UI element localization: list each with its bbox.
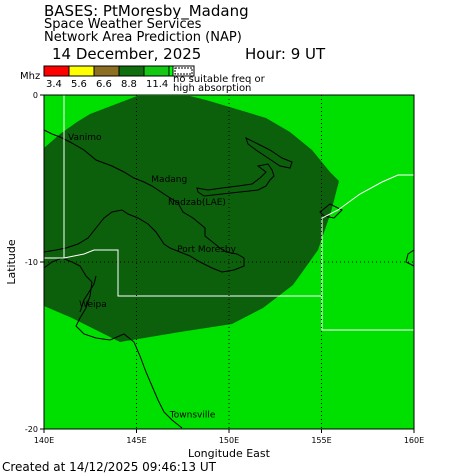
legend-swatch-2 <box>93 65 120 77</box>
lat-lon-grid <box>44 95 414 429</box>
place-label-nadzab-lae-: Nadzab(LAE) <box>168 198 226 208</box>
x-tick-label-2: 150E <box>219 436 239 445</box>
bougainville-coast <box>319 203 343 219</box>
axis-ticks: 140E 145E 150E 155E 160E 0 -10 -20 <box>25 91 424 445</box>
legend-label-2: 6.6 <box>96 79 112 90</box>
map-subtitle: Space Weather Services <box>44 17 202 32</box>
new-ireland-coast <box>245 137 293 169</box>
x-tick-label-0: 140E <box>34 436 54 445</box>
x-axis-label: Longitude East <box>188 447 271 460</box>
x-tick-label-3: 155E <box>311 436 331 445</box>
legend-unit: Mhz <box>20 71 41 82</box>
border-png-australia <box>44 249 414 331</box>
x-tick-label-1: 145E <box>126 436 146 445</box>
legend-label-3: 8.8 <box>121 79 137 90</box>
solomon-coast <box>405 249 415 267</box>
place-label-weipa: Weipa <box>79 300 107 310</box>
map-subtitle-2: Network Area Prediction (NAP) <box>44 30 242 45</box>
legend-swatch-4 <box>143 65 170 77</box>
cape-york-coast <box>79 275 97 313</box>
place-label-vanimo: Vanimo <box>68 133 102 143</box>
place-labels: Vanimo Madang Nadzab(LAE) Port Moresby Weipa… <box>68 133 237 420</box>
new-britain-coast <box>196 163 275 197</box>
place-label-port-moresby: Port Moresby <box>177 245 236 255</box>
prediction-date: 14 December, 2025 <box>52 45 202 63</box>
legend-label-1: 5.6 <box>71 79 87 90</box>
legend-swatch-5 <box>168 65 174 77</box>
legend-note-line2: high absorption <box>173 83 252 94</box>
map-title: BASES: PtMoresby_Madang <box>44 2 249 20</box>
place-label-madang: Madang <box>151 175 187 185</box>
coastlines <box>43 129 415 429</box>
legend-no-suitable-swatch <box>172 65 195 77</box>
legend-swatch-1 <box>68 65 95 77</box>
legend-label-4: 11.4 <box>146 79 169 90</box>
legend-no-suitable-pattern <box>174 67 193 75</box>
y-tick-label-1: -10 <box>25 258 38 267</box>
legend-swatch-0 <box>43 65 70 77</box>
plot-area: Vanimo Madang Nadzab(LAE) Port Moresby Weipa… <box>43 94 415 430</box>
y-tick-label-2: -20 <box>25 425 38 434</box>
legend-label-0: 3.4 <box>46 79 62 90</box>
created-timestamp: Created at 14/12/2025 09:46:13 UT <box>2 460 216 474</box>
new-guinea-coast <box>43 129 245 273</box>
place-label-townsville: Townsville <box>169 410 216 420</box>
legend-swatches <box>43 65 174 77</box>
legend-note-line1: no suitable freq or <box>173 74 265 85</box>
y-tick-label-0: 0 <box>33 91 38 100</box>
region-borders <box>44 95 414 331</box>
australia-coast <box>43 257 183 429</box>
x-tick-label-4: 160E <box>404 436 424 445</box>
border-solomon <box>321 174 414 296</box>
prediction-hour: Hour: 9 UT <box>245 45 326 63</box>
legend-swatch-3 <box>118 65 145 77</box>
y-axis-label: Latitude <box>5 239 18 285</box>
